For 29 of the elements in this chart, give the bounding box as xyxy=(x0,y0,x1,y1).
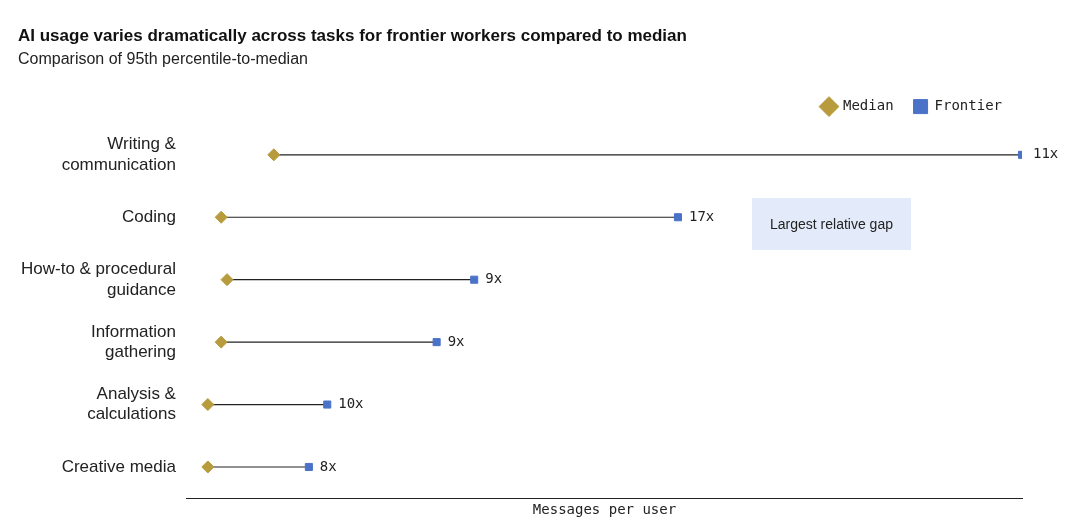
y-tick-label: Creative media xyxy=(61,456,177,476)
annotation: 9x xyxy=(485,270,503,287)
y-tick-label: How-to & procedural guidance xyxy=(20,259,176,299)
point xyxy=(323,400,332,409)
legend-label: Median xyxy=(843,97,894,114)
point xyxy=(220,273,234,287)
point xyxy=(201,460,215,474)
y-tick-label: Coding xyxy=(122,206,176,226)
annotation: 10x xyxy=(338,395,364,412)
point xyxy=(214,210,228,224)
legend-label: Frontier xyxy=(934,97,1003,114)
y-tick-label: Analysis & calculations xyxy=(87,384,177,424)
point xyxy=(304,462,313,472)
point xyxy=(201,398,215,412)
note-box: Largest relative gap xyxy=(752,198,911,250)
chart-title: AI usage varies dramatically across tasks for frontier workers compared to median xyxy=(18,25,687,45)
y-tick-label: Information gathering xyxy=(90,321,176,361)
point xyxy=(214,335,228,349)
annotation: 8x xyxy=(319,457,337,474)
point xyxy=(673,213,682,222)
annotation: 9x xyxy=(447,332,465,349)
y-tick-label: Writing & communication xyxy=(61,134,177,174)
chart-subtitle: Comparison of 95th percentile-to-median xyxy=(18,50,308,68)
point xyxy=(470,275,479,284)
annotation: 11x xyxy=(1033,145,1059,162)
point xyxy=(267,148,281,162)
point xyxy=(432,338,441,347)
annotation: 17x xyxy=(688,207,715,224)
x-axis-title: Messages per user xyxy=(532,501,677,518)
